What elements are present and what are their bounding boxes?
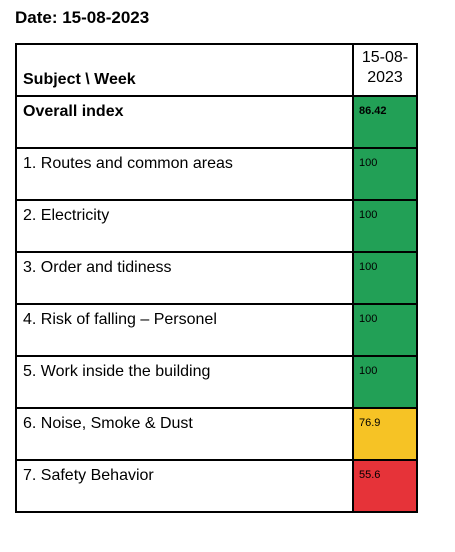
table-row: 6. Noise, Smoke & Dust 76.9 <box>15 407 418 461</box>
score-cell: 55.6 <box>352 459 418 513</box>
table-header-row: Subject \ Week 15-08-2023 <box>15 43 418 97</box>
table-row: 1. Routes and common areas 100 <box>15 147 418 201</box>
header-subject-week: Subject \ Week <box>15 43 354 97</box>
score-cell: 86.42 <box>352 95 418 149</box>
header-week-date: 15-08-2023 <box>352 43 418 97</box>
table-row: 7. Safety Behavior 55.6 <box>15 459 418 513</box>
subject-cell: 6. Noise, Smoke & Dust <box>15 407 354 461</box>
subject-cell: 7. Safety Behavior <box>15 459 354 513</box>
table-row: 5. Work inside the building 100 <box>15 355 418 409</box>
score-cell: 100 <box>352 251 418 305</box>
report-date: Date: 15-08-2023 <box>15 8 150 27</box>
score-cell: 76.9 <box>352 407 418 461</box>
score-cell: 100 <box>352 303 418 357</box>
subject-cell: 2. Electricity <box>15 199 354 253</box>
score-cell: 100 <box>352 199 418 253</box>
score-table: Subject \ Week 15-08-2023 Overall index … <box>15 43 418 513</box>
subject-cell: 4. Risk of falling – Personel <box>15 303 354 357</box>
table-row: Overall index 86.42 <box>15 95 418 149</box>
table-row: 3. Order and tidiness 100 <box>15 251 418 305</box>
subject-cell: 5. Work inside the building <box>15 355 354 409</box>
subject-cell: Overall index <box>15 95 354 149</box>
table-row: 2. Electricity 100 <box>15 199 418 253</box>
score-cell: 100 <box>352 147 418 201</box>
subject-cell: 3. Order and tidiness <box>15 251 354 305</box>
table-row: 4. Risk of falling – Personel 100 <box>15 303 418 357</box>
subject-cell: 1. Routes and common areas <box>15 147 354 201</box>
score-cell: 100 <box>352 355 418 409</box>
table-body: Overall index 86.42 1. Routes and common… <box>15 95 418 513</box>
